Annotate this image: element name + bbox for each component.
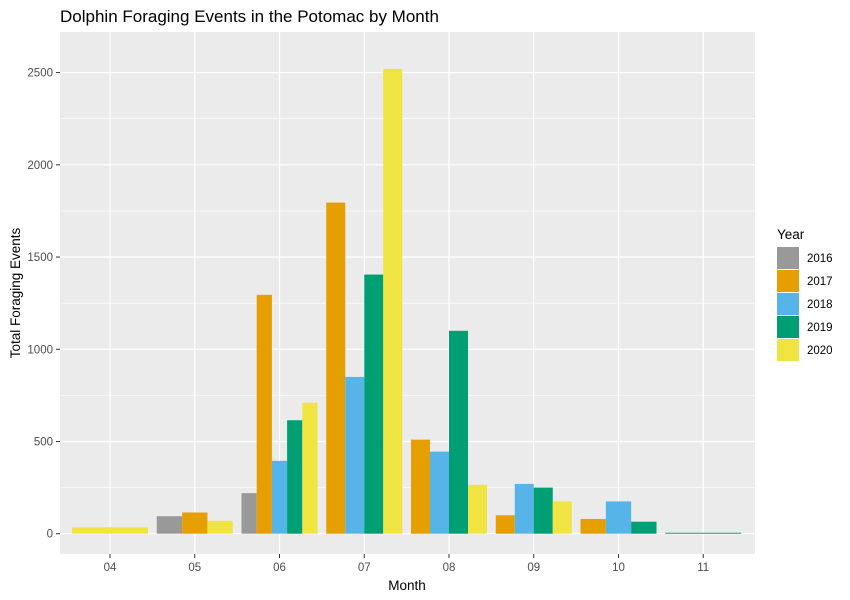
bar-2019-09 xyxy=(533,487,553,534)
y-axis-ticks: 0 500 1000 1500 2000 2500 xyxy=(27,68,60,541)
bar-2018-07 xyxy=(345,376,365,534)
x-tick-label: 10 xyxy=(612,562,625,574)
legend-key-2018 xyxy=(777,293,799,315)
x-tick-label: 09 xyxy=(527,562,540,574)
bar-2019-11 xyxy=(665,532,742,534)
bar-2018-06 xyxy=(271,460,288,534)
legend-key-2017 xyxy=(777,270,799,292)
x-tick-label: 07 xyxy=(358,562,371,574)
legend-label-2016: 2016 xyxy=(807,253,833,265)
chart-title: Dolphin Foraging Events in the Potomac b… xyxy=(60,7,439,26)
bar-2019-08 xyxy=(449,330,468,534)
bars xyxy=(72,68,742,534)
bar-2019-07 xyxy=(364,274,384,534)
bar-2017-09 xyxy=(495,515,515,534)
legend-label-2020: 2020 xyxy=(807,345,833,357)
bar-2020-04 xyxy=(72,527,148,534)
bar-2018-09 xyxy=(514,483,534,534)
bar-2019-10 xyxy=(631,521,657,534)
x-tick-label: 06 xyxy=(273,562,286,574)
x-axis-ticks: 04 05 06 07 08 09 10 11 xyxy=(104,554,709,574)
y-tick-label: 2500 xyxy=(27,68,53,80)
y-tick-label: 1000 xyxy=(27,344,53,356)
legend-key-2020 xyxy=(777,339,799,361)
legend-label-2018: 2018 xyxy=(807,299,833,311)
x-tick-label: 11 xyxy=(697,562,709,574)
y-tick-label: 2000 xyxy=(27,160,53,172)
legend-key-2016 xyxy=(777,247,799,269)
y-axis-title: Total Foraging Events xyxy=(8,227,23,358)
legend-label-2017: 2017 xyxy=(807,276,833,288)
bar-2020-05 xyxy=(207,520,233,534)
plot-panel xyxy=(60,32,755,554)
legend-key-2019 xyxy=(777,316,799,338)
bar-2017-07 xyxy=(326,202,346,534)
bar-2020-06 xyxy=(302,402,318,534)
bar-2017-10 xyxy=(580,518,606,534)
bar-2019-06 xyxy=(287,420,303,534)
bar-2016-05 xyxy=(156,516,183,534)
bar-2020-07 xyxy=(383,68,403,534)
bar-2016-06 xyxy=(241,493,257,534)
y-tick-label: 0 xyxy=(47,529,53,541)
legend: Year 2016 2017 2018 2019 2020 xyxy=(777,227,833,361)
x-tick-label: 05 xyxy=(188,562,201,574)
bar-2017-06 xyxy=(256,294,272,534)
x-axis-title: Month xyxy=(388,578,426,593)
bar-2018-08 xyxy=(430,451,449,534)
bar-2017-05 xyxy=(182,512,208,534)
bar-2020-08 xyxy=(468,484,487,534)
legend-title: Year xyxy=(777,227,805,242)
bar-2017-08 xyxy=(411,439,430,534)
x-tick-label: 04 xyxy=(104,562,117,574)
x-tick-label: 08 xyxy=(443,562,456,574)
bar-2020-09 xyxy=(552,501,572,534)
bar-2018-10 xyxy=(605,501,632,534)
y-tick-label: 1500 xyxy=(27,252,53,264)
legend-label-2019: 2019 xyxy=(807,322,833,334)
y-tick-label: 500 xyxy=(34,436,53,448)
